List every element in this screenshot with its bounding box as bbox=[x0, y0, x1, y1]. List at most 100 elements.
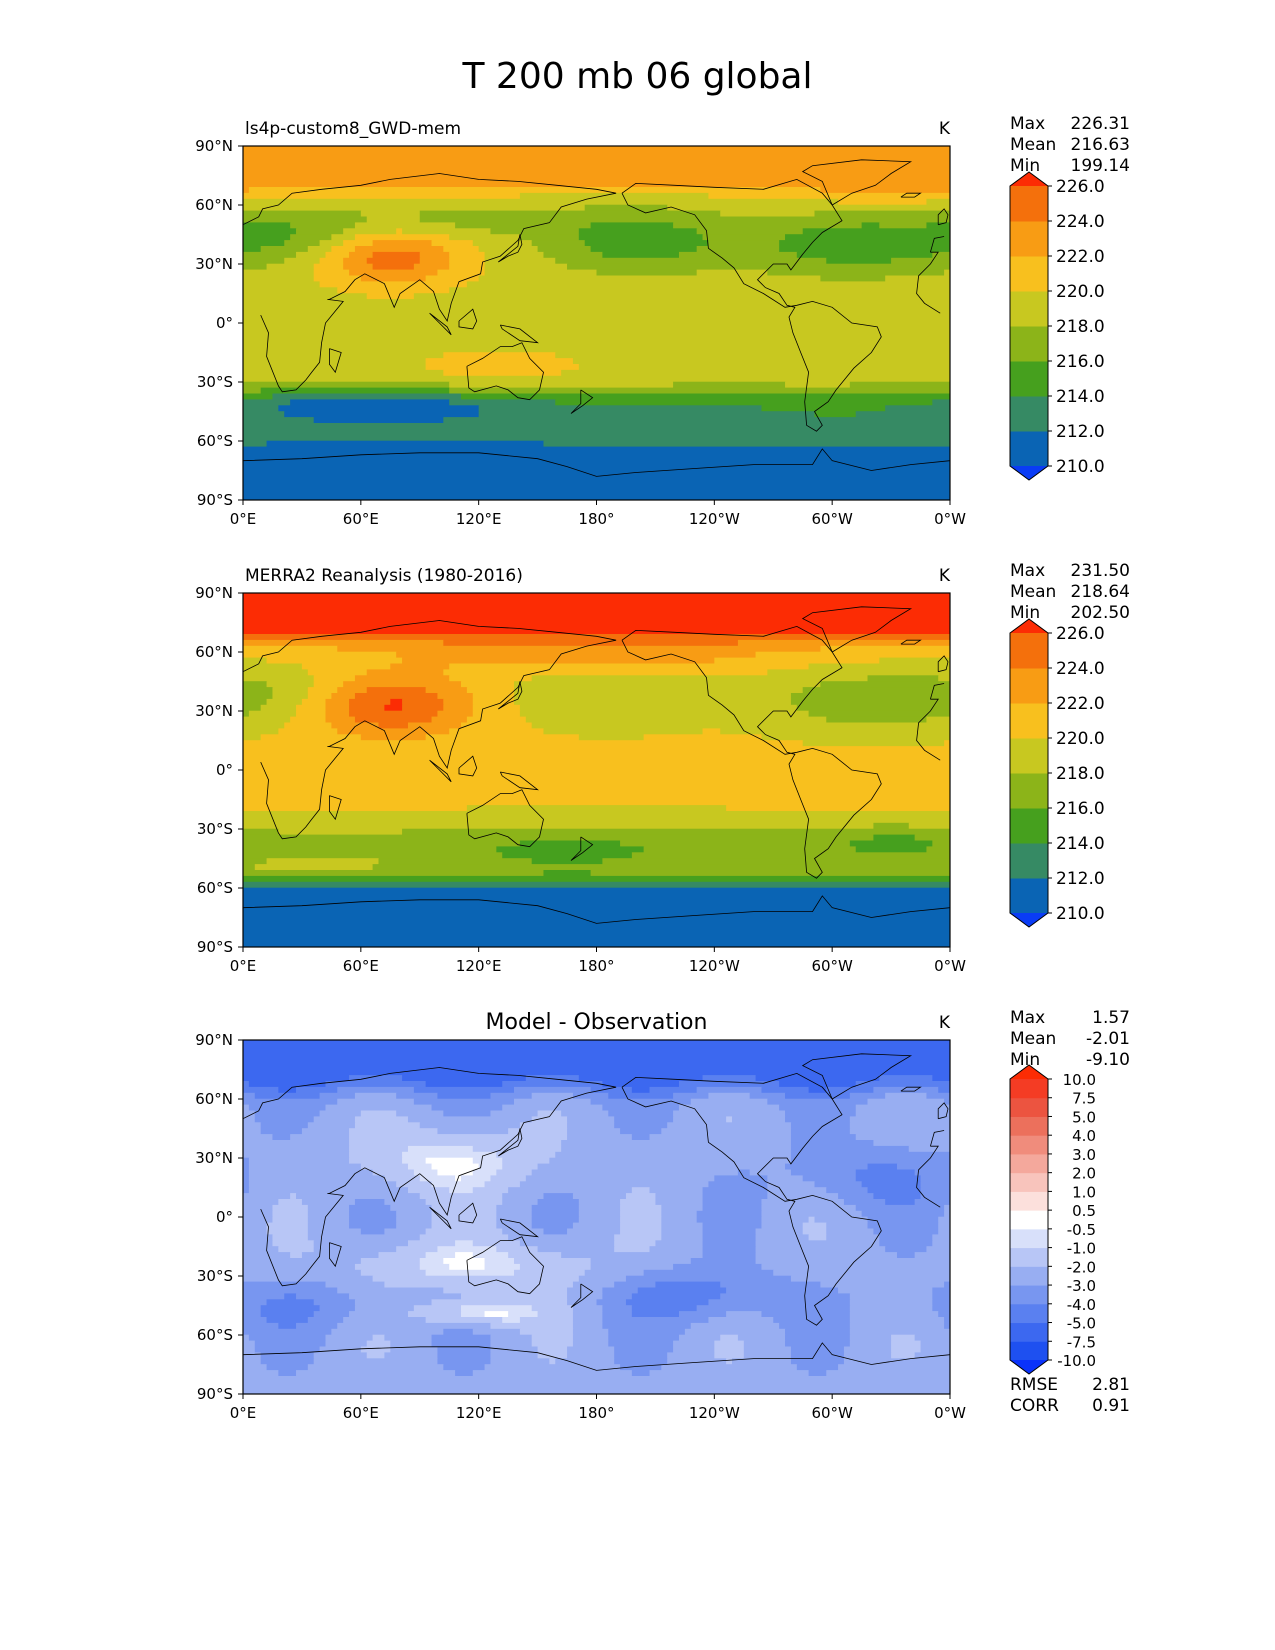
contour-cell bbox=[319, 257, 344, 265]
map-panel-1: 0°E 60°E 120°E 180° 120°W 60°W 0°W 90°N 60°N 30°N… bbox=[195, 114, 1130, 528]
contour-cell bbox=[525, 1075, 580, 1082]
contour-cell bbox=[472, 1240, 521, 1247]
contour-cell bbox=[944, 1281, 950, 1289]
contour-cell bbox=[296, 704, 327, 712]
contour-cell bbox=[354, 234, 450, 241]
contour-cell bbox=[896, 1163, 950, 1171]
contour-cell bbox=[243, 923, 950, 930]
contour-cell bbox=[243, 1275, 374, 1283]
contour-cell bbox=[243, 411, 285, 418]
contour-cell bbox=[702, 234, 786, 241]
contour-cell bbox=[413, 263, 450, 271]
contour-cell bbox=[478, 1163, 503, 1171]
contour-cell bbox=[614, 1116, 674, 1123]
stat-value: 216.63 bbox=[1071, 135, 1130, 155]
contour-cell bbox=[578, 734, 645, 741]
contour-cell bbox=[537, 1352, 568, 1359]
x-tick-label: 0°W bbox=[934, 957, 966, 975]
colorbar-tick-label: 220.0 bbox=[1056, 282, 1105, 302]
contour-cell bbox=[849, 1293, 933, 1300]
contour-cell bbox=[502, 852, 633, 859]
contour-cell bbox=[278, 1086, 297, 1094]
contour-cell bbox=[243, 310, 950, 318]
contour-cell bbox=[502, 1228, 545, 1235]
contour-cell bbox=[460, 1175, 492, 1182]
contour-cell bbox=[243, 387, 262, 395]
contour-cell bbox=[661, 1216, 698, 1224]
coastline bbox=[458, 1202, 478, 1224]
contour-cell bbox=[808, 710, 950, 718]
contour-cell bbox=[248, 1187, 409, 1194]
contour-cell bbox=[319, 1110, 362, 1117]
y-tick-label: 60°S bbox=[197, 879, 233, 897]
colorbar-extend-min bbox=[1010, 913, 1048, 927]
contour-cell bbox=[390, 663, 450, 670]
contour-cell bbox=[531, 1305, 574, 1312]
contour-cell bbox=[290, 1134, 350, 1141]
colorbar-segment bbox=[1010, 703, 1048, 739]
contour-cell bbox=[243, 816, 950, 824]
contour-cell bbox=[614, 1240, 657, 1247]
contour-cell bbox=[248, 1104, 327, 1112]
contour-cell bbox=[578, 1075, 704, 1082]
contour-cell bbox=[790, 1151, 950, 1159]
stat-value: 1.57 bbox=[1092, 1008, 1130, 1028]
contour-cell bbox=[243, 1334, 250, 1342]
contour-cell bbox=[325, 251, 350, 259]
colorbar-tick-label: 218.0 bbox=[1056, 317, 1105, 337]
contour-cell bbox=[790, 1145, 910, 1153]
contour-cell bbox=[508, 1311, 539, 1318]
contour-cell bbox=[508, 1187, 633, 1194]
contour-cell bbox=[826, 1228, 875, 1235]
contour-cell bbox=[243, 1169, 250, 1176]
stat-value: 218.64 bbox=[1071, 582, 1130, 602]
colorbar-segment bbox=[1010, 396, 1048, 432]
contour-cell bbox=[678, 1081, 780, 1088]
colorbar-tick-label: -3.0 bbox=[1067, 1277, 1096, 1295]
contour-cell bbox=[243, 934, 950, 942]
contour-cell bbox=[785, 1328, 851, 1336]
contour-cell bbox=[643, 846, 857, 853]
contour-cell bbox=[243, 1104, 250, 1112]
contour-cell bbox=[248, 1081, 327, 1088]
contour-cell bbox=[572, 1193, 627, 1200]
stat-label: Min bbox=[1010, 603, 1040, 623]
contour-cell bbox=[372, 1169, 415, 1176]
contour-cell bbox=[914, 1252, 950, 1259]
contour-cell bbox=[926, 1246, 950, 1253]
contour-cell bbox=[243, 610, 950, 617]
contour-cell bbox=[266, 1364, 309, 1371]
contour-cell bbox=[932, 399, 950, 406]
contour-cell bbox=[360, 1258, 421, 1265]
coastline bbox=[329, 795, 342, 821]
contour-cell bbox=[843, 1358, 950, 1365]
contour-cell bbox=[472, 1370, 633, 1377]
contour-cell bbox=[567, 1287, 603, 1294]
contour-cell bbox=[243, 428, 950, 436]
contour-cell bbox=[696, 228, 804, 235]
contour-cell bbox=[243, 1122, 262, 1129]
contour-cell bbox=[625, 1193, 657, 1200]
contour-cell bbox=[867, 1187, 922, 1194]
contour-cell bbox=[590, 246, 698, 253]
contour-cell bbox=[396, 1216, 433, 1224]
contour-cell bbox=[590, 1086, 633, 1094]
contour-cell bbox=[243, 604, 950, 611]
contour-cell bbox=[508, 1128, 568, 1135]
contour-cell bbox=[425, 364, 580, 371]
contour-cell bbox=[690, 1258, 757, 1265]
colorbar-segment bbox=[1010, 431, 1048, 467]
x-tick-label: 60°W bbox=[811, 510, 853, 528]
contour-cell bbox=[443, 246, 480, 253]
contour-cell bbox=[849, 1334, 892, 1342]
contour-cell bbox=[555, 1151, 792, 1159]
contour-cell bbox=[431, 240, 474, 247]
contour-cell bbox=[296, 1322, 338, 1330]
contour-cell bbox=[243, 1163, 250, 1171]
contour-cell bbox=[243, 669, 309, 676]
contour-cell bbox=[608, 1110, 674, 1117]
contour-cell bbox=[737, 639, 950, 647]
contour-cell bbox=[443, 369, 562, 377]
contour-cell bbox=[531, 1210, 580, 1218]
contour-cell bbox=[301, 698, 327, 706]
